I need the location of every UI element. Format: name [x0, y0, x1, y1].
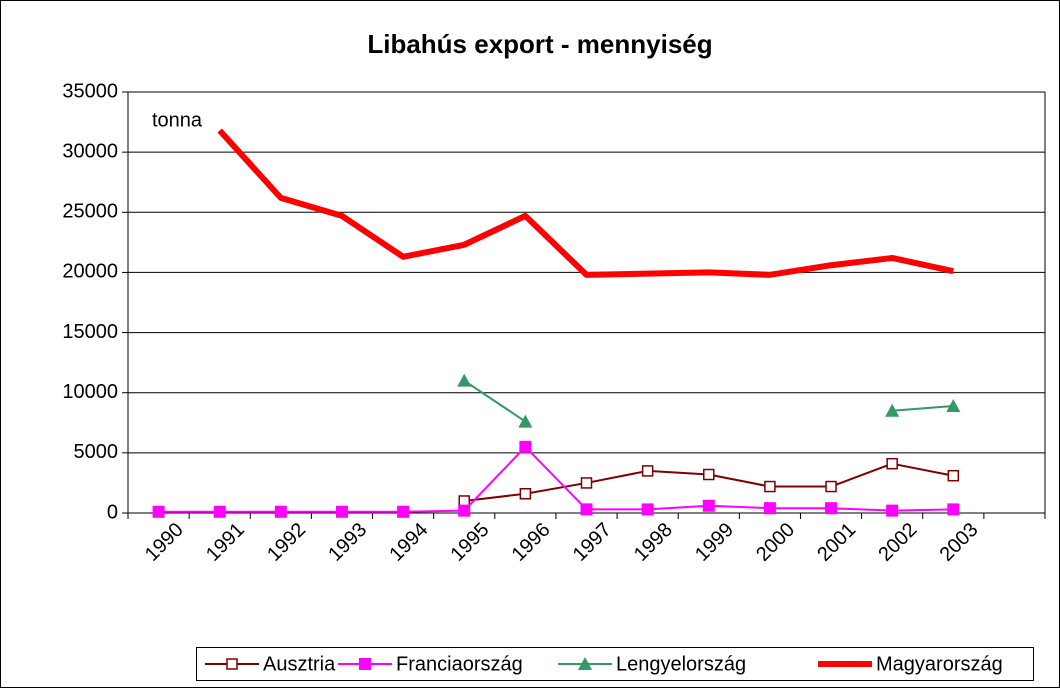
- y-tick-label: 15000: [62, 321, 118, 343]
- data-point: [703, 468, 715, 481]
- chart-title: Libahús export - mennyiség: [367, 29, 712, 59]
- data-point: [825, 480, 837, 493]
- data-point: [580, 477, 593, 489]
- data-point: [274, 505, 287, 518]
- legend-marker: [226, 658, 238, 670]
- data-point: [458, 504, 471, 517]
- data-point: [457, 373, 472, 387]
- data-point: [885, 403, 900, 417]
- data-point: [335, 505, 348, 518]
- y-tick-label: 35000: [62, 80, 118, 102]
- legend-label: Ausztria: [263, 653, 336, 675]
- legend-label: Franciaország: [396, 653, 523, 675]
- y-tick-label: 5000: [74, 441, 119, 463]
- y-tick-label: 20000: [62, 261, 118, 283]
- y-tick-label: 0: [107, 501, 118, 523]
- legend-label: Lengyelország: [616, 653, 746, 675]
- data-point: [152, 505, 165, 518]
- annotation: tonna: [152, 109, 203, 131]
- data-point: [886, 504, 899, 517]
- data-point: [947, 503, 960, 516]
- data-point: [947, 469, 960, 482]
- legend-marker: [578, 657, 592, 670]
- data-point: [764, 480, 776, 493]
- data-point: [641, 465, 654, 477]
- legend-box: [196, 647, 1034, 681]
- series-line: [463, 379, 954, 423]
- series-line: [217, 128, 954, 278]
- data-point: [519, 440, 532, 453]
- y-tick-label: 25000: [62, 201, 118, 223]
- data-point: [886, 457, 898, 470]
- series-line: [158, 445, 954, 513]
- data-point: [825, 502, 838, 515]
- data-point: [702, 499, 715, 512]
- y-tick-label: 30000: [62, 140, 118, 162]
- data-point: [213, 505, 226, 518]
- data-point: [641, 503, 654, 516]
- y-tick-label: 10000: [62, 381, 118, 403]
- data-point: [946, 398, 961, 412]
- data-point: [763, 502, 776, 515]
- data-point: [519, 488, 532, 500]
- legend-label: Magyarország: [876, 653, 1003, 675]
- data-point: [518, 414, 533, 428]
- data-point: [458, 495, 470, 507]
- legend-marker: [359, 658, 371, 670]
- data-point: [580, 503, 593, 516]
- data-point: [397, 505, 410, 518]
